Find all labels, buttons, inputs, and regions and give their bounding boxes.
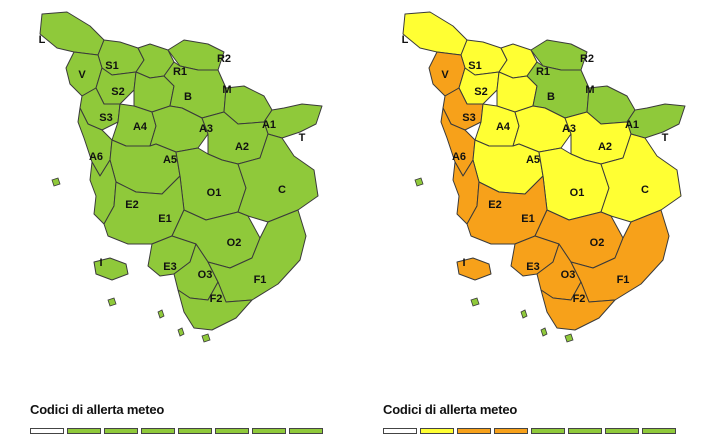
zone-label-i: I <box>462 257 465 269</box>
islet-shape <box>51 177 61 187</box>
zone-label-l: L <box>39 34 46 46</box>
zone-l <box>402 11 468 56</box>
zone-label-m: M <box>585 84 594 96</box>
zone-label-o2: O2 <box>590 237 605 249</box>
legend-swatch <box>494 428 528 434</box>
zone-label-c: C <box>278 184 286 196</box>
zone-label-a1: A1 <box>625 119 639 131</box>
legend-swatch <box>104 428 138 434</box>
legend-swatch <box>30 428 64 434</box>
zone-label-v: V <box>441 69 449 81</box>
zone-i <box>93 257 129 281</box>
zone-label-a6: A6 <box>89 151 103 163</box>
zone-label-s2: S2 <box>474 86 487 98</box>
islet-shape <box>564 333 574 343</box>
legend-swatch <box>141 428 175 434</box>
islet-shape <box>201 333 211 343</box>
zone-label-s2: S2 <box>111 86 124 98</box>
zone-label-r1: R1 <box>536 66 550 78</box>
legend-swatch <box>531 428 565 434</box>
zone-label-r1: R1 <box>173 66 187 78</box>
zone-label-a2: A2 <box>235 141 249 153</box>
zone-label-a3: A3 <box>562 123 576 135</box>
legend-title: Codici di allerta meteo <box>30 402 165 417</box>
legend-swatch <box>252 428 286 434</box>
legend-swatch <box>457 428 491 434</box>
zone-label-f2: F2 <box>210 293 223 305</box>
legend-swatch <box>420 428 454 434</box>
zone-label-o1: O1 <box>207 187 222 199</box>
zone-label-f1: F1 <box>617 274 630 286</box>
islet-shape <box>470 297 480 307</box>
legend-left: Codici di allerta meteo <box>30 402 330 434</box>
legend-swatch <box>178 428 212 434</box>
zone-label-m: M <box>222 84 231 96</box>
zone-label-e2: E2 <box>125 199 138 211</box>
zone-label-e3: E3 <box>163 261 176 273</box>
islet-shape <box>414 177 424 187</box>
zone-label-a1: A1 <box>262 119 276 131</box>
zone-label-s3: S3 <box>462 112 475 124</box>
zone-label-e3: E3 <box>526 261 539 273</box>
zone-label-a4: A4 <box>496 121 511 133</box>
legend-swatch <box>605 428 639 434</box>
zone-label-s1: S1 <box>468 60 481 72</box>
zone-label-e1: E1 <box>158 213 171 225</box>
islet-shape <box>157 309 165 319</box>
zone-label-v: V <box>78 69 86 81</box>
legend-swatches <box>30 428 323 434</box>
alert-map-left: L S1 R1 R2 V S2 B M S3 A4 A3 A1 T A6 A5 A2 O1 C E2 E1 I O2 E3 O… <box>12 0 352 390</box>
legend-swatch <box>215 428 249 434</box>
islet-shape <box>177 327 185 337</box>
zone-label-e1: E1 <box>521 213 534 225</box>
map-svg-left: L S1 R1 R2 V S2 B M S3 A4 A3 A1 T A6 A5 A2 O1 C E2 E1 I O2 E3 O… <box>39 11 323 343</box>
zone-label-l: L <box>402 34 409 46</box>
legend-swatch <box>289 428 323 434</box>
zone-label-a3: A3 <box>199 123 213 135</box>
zone-label-a5: A5 <box>163 154 177 166</box>
zone-label-b: B <box>184 91 192 103</box>
zone-label-f2: F2 <box>573 293 586 305</box>
zone-label-b: B <box>547 91 555 103</box>
zone-label-a4: A4 <box>133 121 148 133</box>
zone-label-a5: A5 <box>526 154 540 166</box>
zone-label-r2: R2 <box>580 53 594 65</box>
zone-label-t: T <box>662 132 669 144</box>
zone-label-e2: E2 <box>488 199 501 211</box>
legend-title: Codici di allerta meteo <box>383 402 518 417</box>
legend-swatch <box>383 428 417 434</box>
zone-label-o1: O1 <box>570 187 585 199</box>
map-svg-right: L S1 R1 R2 V S2 B M S3 A4 A3 A1 T A6 A5 A2 O1 C E2 E1 I O2 E3 O… <box>402 11 686 343</box>
legend-swatch <box>67 428 101 434</box>
zone-label-r2: R2 <box>217 53 231 65</box>
islet-shape <box>107 297 117 307</box>
zone-label-o2: O2 <box>227 237 242 249</box>
islet-shape <box>540 327 548 337</box>
legend-swatches <box>383 428 676 434</box>
zone-label-c: C <box>641 184 649 196</box>
islet-shape <box>520 309 528 319</box>
zone-l <box>39 11 105 56</box>
zone-label-f1: F1 <box>254 274 267 286</box>
legend-right: Codici di allerta meteo <box>383 402 683 434</box>
zone-f2 <box>540 281 616 331</box>
zone-label-o3: O3 <box>198 269 213 281</box>
zone-label-i: I <box>99 257 102 269</box>
zone-label-t: T <box>299 132 306 144</box>
zone-label-o3: O3 <box>561 269 576 281</box>
zone-label-s1: S1 <box>105 60 118 72</box>
zone-label-s3: S3 <box>99 112 112 124</box>
zone-label-a2: A2 <box>598 141 612 153</box>
zone-label-a6: A6 <box>452 151 466 163</box>
legend-swatch <box>568 428 602 434</box>
legend-swatch <box>642 428 676 434</box>
alert-map-right: L S1 R1 R2 V S2 B M S3 A4 A3 A1 T A6 A5 A2 O1 C E2 E1 I O2 E3 O… <box>375 0 702 390</box>
zone-f2 <box>177 281 253 331</box>
zone-i <box>456 257 492 281</box>
